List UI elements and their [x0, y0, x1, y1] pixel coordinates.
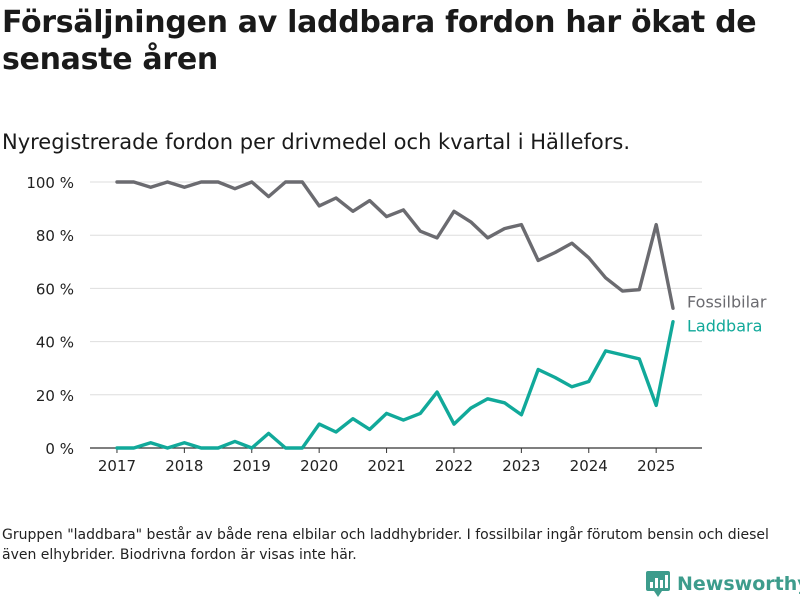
series-line-fossilbilar [115, 180, 675, 311]
y-tick-label: 60 % [36, 280, 74, 298]
x-axis-ticks: 2017 2018 2019 2020 2021 2022 2023 2024 2025 [98, 448, 675, 475]
brand-name: Newsworthy [677, 573, 800, 595]
footnote: Gruppen "laddbara" består av både rena e… [2, 527, 769, 563]
series-labels: Fossilbilar Laddbara [687, 292, 767, 335]
chart-subtitle: Nyregistrerade fordon per drivmedel och … [2, 130, 631, 154]
y-axis-ticks: 0 % 20 % 40 % 60 % 80 % 100 % [26, 174, 74, 458]
x-tick-label: 2019 [233, 457, 271, 475]
x-tick-label: 2017 [98, 457, 136, 475]
y-tick-label: 20 % [36, 387, 74, 405]
y-tick-label: 40 % [36, 334, 74, 352]
gridlines [90, 181, 702, 449]
x-tick-label: 2022 [435, 457, 473, 475]
newsworthy-logo-icon [646, 571, 670, 597]
series-label-fossilbilar: Fossilbilar [687, 292, 767, 311]
x-tick-label: 2024 [570, 457, 608, 475]
line-chart: 0 % 20 % 40 % 60 % 80 % 100 % 2017 2018 2019 202… [26, 174, 767, 475]
x-tick-label: 2023 [502, 457, 540, 475]
series-label-laddbara: Laddbara [687, 317, 762, 336]
x-tick-label: 2025 [637, 457, 675, 475]
x-tick-label: 2018 [165, 457, 203, 475]
x-tick-label: 2021 [367, 457, 405, 475]
y-tick-label: 100 % [26, 174, 74, 192]
chart-title: Försäljningen av laddbara fordon har öka… [2, 5, 757, 77]
y-tick-label: 0 % [45, 440, 74, 458]
brand-logo[interactable]: Newsworthy [645, 570, 800, 598]
y-tick-label: 80 % [36, 227, 74, 245]
x-tick-label: 2020 [300, 457, 338, 475]
series-lines [115, 180, 675, 450]
series-line-laddbara [115, 319, 675, 450]
